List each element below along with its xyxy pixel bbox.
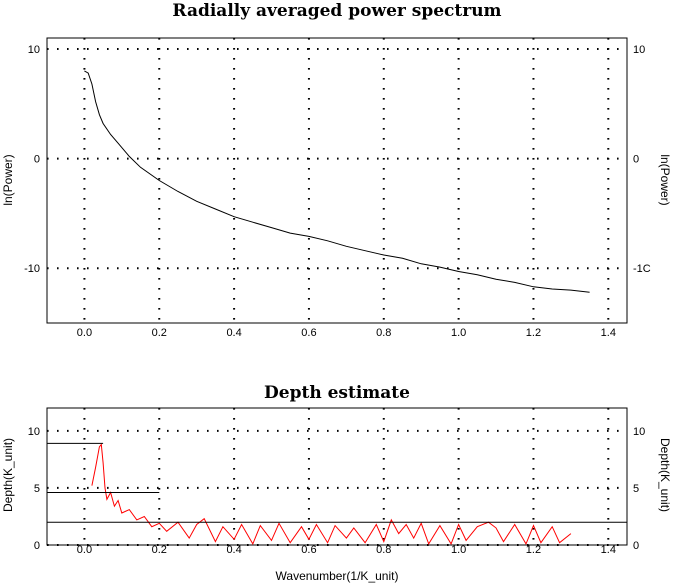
bottom-chart-x-tick-label: 1.2 [526, 544, 541, 556]
bottom-chart-y-tick-label: 5 [34, 483, 40, 495]
bottom-chart-frame [46, 407, 628, 546]
top-chart-y-tick-label: 10 [28, 44, 40, 56]
top-chart-y-tick-label: 0 [34, 154, 40, 166]
top-chart-frame [46, 37, 628, 324]
top-chart-title: Radially averaged power spectrum [172, 1, 501, 21]
top-chart-y-label: ln(Power) [1, 154, 15, 205]
bottom-chart-x-ticks: 0.0 0.2 0.4 0.6 0.8 1.0 1.2 1.4 [77, 544, 616, 556]
bottom-chart-x-tick-label: 0.8 [376, 544, 391, 556]
bottom-chart-y-label: Depth(K_unit) [1, 438, 15, 512]
bottom-chart-y-label-right: Depth(K_unit) [658, 438, 672, 512]
top-chart-x-tick-label: 0.6 [301, 327, 316, 339]
bottom-chart-y-tick-label-right: 0 [633, 540, 639, 552]
top-chart-x-tick-label: 1.2 [526, 327, 541, 339]
bottom-chart-y-ticks-right: 10 5 0 [633, 426, 645, 552]
bottom-chart-grid [47, 408, 627, 546]
bottom-chart-series-depth-estimate [91, 443, 572, 546]
bottom-chart-series [47, 442, 627, 546]
top-chart-x-tick-label: 1.4 [601, 327, 616, 339]
bottom-chart-x-tick-label: 0.0 [77, 544, 92, 556]
top-chart-y-tick-label-right: -1C [633, 263, 651, 275]
top-chart-x-tick-label: 0.0 [77, 327, 92, 339]
top-chart-y-tick-label: -10 [24, 263, 40, 275]
top-chart-series [84, 70, 590, 293]
top-chart-series-ln-power- [84, 70, 590, 293]
bottom-chart-x-tick-label: 1.4 [601, 544, 616, 556]
bottom-chart-title: Depth estimate [264, 383, 410, 403]
bottom-chart-y-ticks: 10 5 0 [28, 426, 40, 552]
top-chart-grid [47, 38, 627, 323]
top-chart-x-tick-label: 0.2 [152, 327, 167, 339]
bottom-chart-x-label: Wavenumber(1/K_unit) [276, 569, 399, 583]
top-chart-x-tick-label: 1.0 [451, 327, 466, 339]
bottom-chart-x-tick-label: 0.4 [226, 544, 241, 556]
top-chart-y-label-right: ln(Power) [658, 154, 672, 205]
bottom-chart-y-tick-label: 0 [34, 540, 40, 552]
bottom-chart-y-tick-label-right: 10 [633, 426, 645, 438]
top-chart-y-ticks-right: 10 0 -1C [633, 44, 651, 275]
bottom-chart-y-tick-label-right: 5 [633, 483, 639, 495]
top-chart-y-tick-label-right: 0 [633, 154, 639, 166]
bottom-chart-y-tick-label: 10 [28, 426, 40, 438]
top-chart-x-tick-label: 0.4 [226, 327, 241, 339]
top-chart-y-ticks: 10 0 -10 [24, 44, 40, 275]
top-chart-y-tick-label-right: 10 [633, 44, 645, 56]
bottom-chart-x-tick-label: 1.0 [451, 544, 466, 556]
top-chart-x-tick-label: 0.8 [376, 327, 391, 339]
bottom-chart-x-tick-label: 0.2 [152, 544, 167, 556]
top-chart-x-ticks: 0.0 0.2 0.4 0.6 0.8 1.0 1.2 1.4 [77, 327, 616, 339]
bottom-chart-x-tick-label: 0.6 [301, 544, 316, 556]
